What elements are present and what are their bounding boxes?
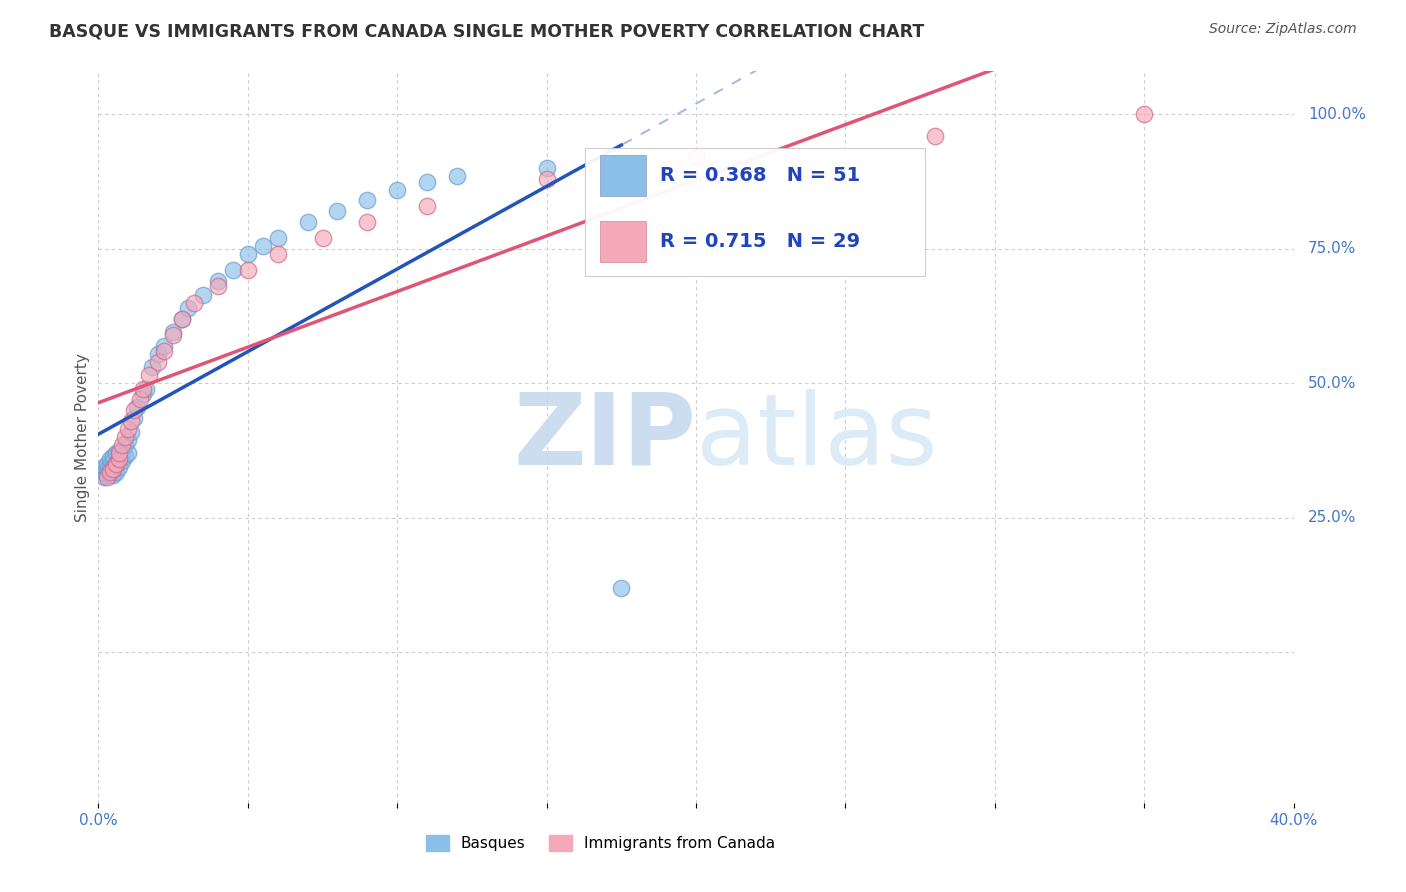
Point — [416, 175, 439, 189]
Text: ZIP: ZIP — [513, 389, 696, 485]
Point — [536, 161, 558, 176]
Point — [120, 425, 142, 439]
Point — [103, 454, 125, 468]
Point — [120, 414, 142, 428]
Point — [207, 274, 229, 288]
Text: BASQUE VS IMMIGRANTS FROM CANADA SINGLE MOTHER POVERTY CORRELATION CHART: BASQUE VS IMMIGRANTS FROM CANADA SINGLE … — [49, 22, 925, 40]
Point — [610, 581, 633, 595]
Point — [356, 194, 378, 208]
Point — [267, 231, 290, 245]
Point — [108, 446, 131, 460]
Point — [148, 355, 170, 369]
Point — [252, 239, 274, 253]
Point — [114, 449, 136, 463]
Point — [222, 263, 245, 277]
Point — [117, 433, 139, 447]
Point — [385, 183, 409, 197]
Point — [103, 467, 125, 482]
Point — [108, 451, 131, 466]
Point — [108, 443, 131, 458]
FancyBboxPatch shape — [600, 221, 645, 261]
Point — [138, 368, 160, 383]
Point — [98, 465, 122, 479]
Point — [96, 467, 118, 482]
Text: R = 0.368   N = 51: R = 0.368 N = 51 — [661, 167, 860, 186]
Point — [93, 470, 115, 484]
Point — [172, 311, 194, 326]
Y-axis label: Single Mother Poverty: Single Mother Poverty — [75, 352, 90, 522]
Point — [148, 347, 170, 361]
Point — [685, 150, 707, 164]
Point — [326, 204, 349, 219]
Point — [153, 344, 176, 359]
Point — [172, 311, 194, 326]
Point — [1133, 107, 1156, 121]
Point — [111, 438, 134, 452]
Point — [93, 465, 115, 479]
Point — [536, 172, 558, 186]
Point — [111, 443, 134, 458]
Point — [207, 279, 229, 293]
Point — [105, 465, 128, 479]
Point — [162, 327, 184, 342]
Point — [117, 422, 139, 436]
Point — [297, 215, 319, 229]
Point — [96, 462, 118, 476]
Text: Source: ZipAtlas.com: Source: ZipAtlas.com — [1209, 22, 1357, 37]
Text: 75.0%: 75.0% — [1308, 242, 1357, 256]
Point — [177, 301, 200, 315]
Point — [108, 459, 131, 474]
Point — [183, 295, 205, 310]
Text: 50.0%: 50.0% — [1308, 376, 1357, 391]
Point — [114, 430, 136, 444]
Point — [124, 411, 146, 425]
Point — [114, 438, 136, 452]
Point — [129, 392, 152, 407]
FancyBboxPatch shape — [585, 148, 925, 277]
Point — [117, 446, 139, 460]
Text: 100.0%: 100.0% — [1308, 107, 1365, 122]
Point — [924, 128, 946, 143]
Point — [105, 457, 128, 471]
Point — [135, 382, 157, 396]
Point — [93, 459, 115, 474]
Legend: Basques, Immigrants from Canada: Basques, Immigrants from Canada — [420, 830, 780, 857]
Point — [105, 446, 128, 460]
Point — [141, 360, 163, 375]
Point — [96, 470, 118, 484]
Point — [127, 401, 149, 415]
Point — [98, 467, 122, 482]
Point — [98, 451, 122, 466]
FancyBboxPatch shape — [600, 155, 645, 195]
Point — [108, 451, 131, 466]
Point — [416, 199, 439, 213]
Point — [191, 287, 214, 301]
Text: atlas: atlas — [696, 389, 938, 485]
Point — [356, 215, 378, 229]
Point — [132, 387, 155, 401]
Point — [103, 462, 125, 476]
Point — [124, 403, 146, 417]
Point — [96, 457, 118, 471]
Point — [103, 449, 125, 463]
Point — [267, 247, 290, 261]
Point — [162, 325, 184, 339]
Point — [105, 457, 128, 471]
Point — [153, 339, 176, 353]
Text: 25.0%: 25.0% — [1308, 510, 1357, 525]
Point — [98, 457, 122, 471]
Point — [236, 263, 259, 277]
Point — [111, 454, 134, 468]
Point — [311, 231, 333, 245]
Point — [236, 247, 259, 261]
Point — [103, 462, 125, 476]
Point — [98, 462, 122, 476]
Point — [446, 169, 468, 184]
Point — [132, 382, 155, 396]
Text: R = 0.715   N = 29: R = 0.715 N = 29 — [661, 232, 860, 252]
